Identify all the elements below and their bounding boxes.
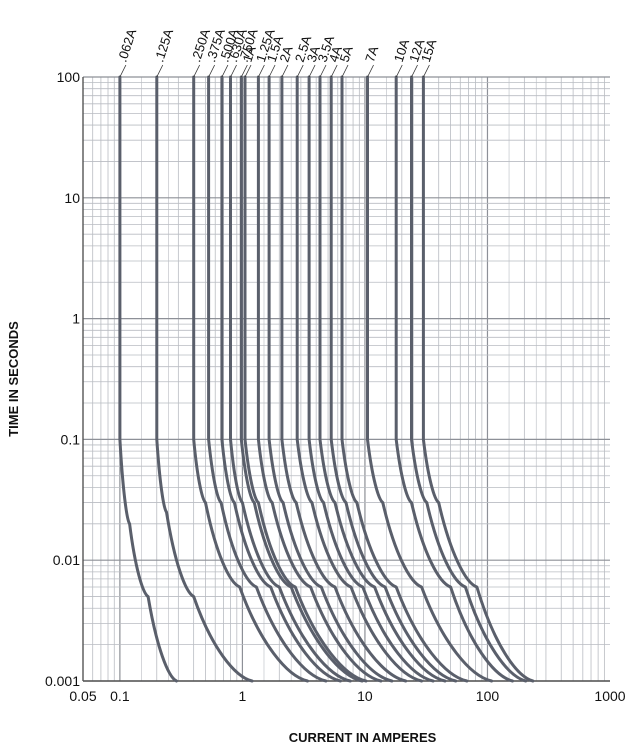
series-label: 1A [240, 44, 259, 64]
y-axis-title: TIME IN SECONDS [6, 321, 21, 437]
series-label: 5A [337, 44, 356, 64]
series-label-leader [119, 64, 127, 78]
x-tick-label: 1000 [594, 688, 625, 704]
series-label: 10A [391, 37, 413, 64]
series-curve [394, 75, 514, 683]
series-label-leader [268, 64, 276, 78]
y-tick-label: 100 [57, 69, 81, 85]
series-label-leader [308, 64, 316, 78]
series-label-leader [411, 64, 418, 78]
series-curve [410, 75, 528, 683]
series-labels: .062A .125A .250A.375A.500A.630A.750A1A1.2… [114, 27, 440, 78]
series-curve [295, 75, 424, 683]
series-label-leader [296, 64, 304, 78]
series-label-leader [330, 64, 338, 78]
series-label-leader [193, 64, 201, 78]
series-label-leader [423, 64, 430, 78]
grid-lines [82, 76, 610, 682]
series-curve [229, 75, 352, 683]
x-tick-label: 0.1 [110, 688, 130, 704]
x-tick-label: 1 [239, 688, 247, 704]
y-tick-label: 0.1 [61, 431, 81, 447]
series-label-leader [221, 64, 229, 78]
series-curve [243, 75, 368, 683]
series-curve [220, 75, 342, 683]
series-curve [239, 75, 364, 683]
series-label: 4A [326, 44, 345, 64]
series-label: 15A [418, 37, 440, 64]
series-label: 12A [406, 37, 428, 64]
y-tick-labels: 0.001 0.01 0.1 1 10 100 [45, 69, 80, 689]
series-label: .125A [151, 27, 176, 64]
x-tick-labels: 0.05 0.1 1 10 100 1000 [69, 688, 625, 704]
axes [82, 77, 610, 682]
series-curve [366, 75, 494, 683]
series-label-leader [319, 64, 327, 78]
series-label: 7A [362, 44, 381, 64]
y-tick-label: 1 [72, 311, 80, 327]
y-tick-label: 0.01 [53, 552, 80, 568]
series-label-leader [395, 64, 403, 78]
series-curve [307, 75, 435, 683]
y-tick-label: 0.001 [45, 673, 80, 689]
y-tick-label: 10 [64, 190, 80, 206]
x-tick-label: 10 [357, 688, 373, 704]
x-tick-label: 0.05 [69, 688, 96, 704]
series-curve [329, 75, 458, 683]
x-tick-label: 100 [476, 688, 500, 704]
series-label: 2A [276, 44, 295, 64]
series-curve [340, 75, 469, 683]
series-label-leader [230, 64, 237, 78]
series-label-leader [244, 64, 252, 78]
series-curve [267, 75, 394, 683]
series-label-leader [240, 64, 248, 78]
series-label: .062A [114, 27, 139, 64]
series-label-leader [367, 64, 374, 78]
series-label-leader [208, 64, 215, 78]
series-label-leader [281, 64, 289, 78]
series-curve [118, 75, 178, 683]
series-curve [155, 75, 254, 683]
series-curve [256, 75, 383, 683]
series-label-leader [156, 64, 164, 78]
series-curve [280, 75, 408, 683]
series-label-leader [341, 64, 349, 78]
series-curve [207, 75, 328, 683]
series-curve [318, 75, 447, 683]
series-label: 3A [304, 44, 323, 64]
x-axis-title: CURRENT IN AMPERES [289, 730, 437, 745]
series-curve [421, 75, 535, 683]
series-curve [192, 75, 309, 683]
series-curves [118, 75, 535, 683]
series-label-leader [258, 64, 265, 78]
